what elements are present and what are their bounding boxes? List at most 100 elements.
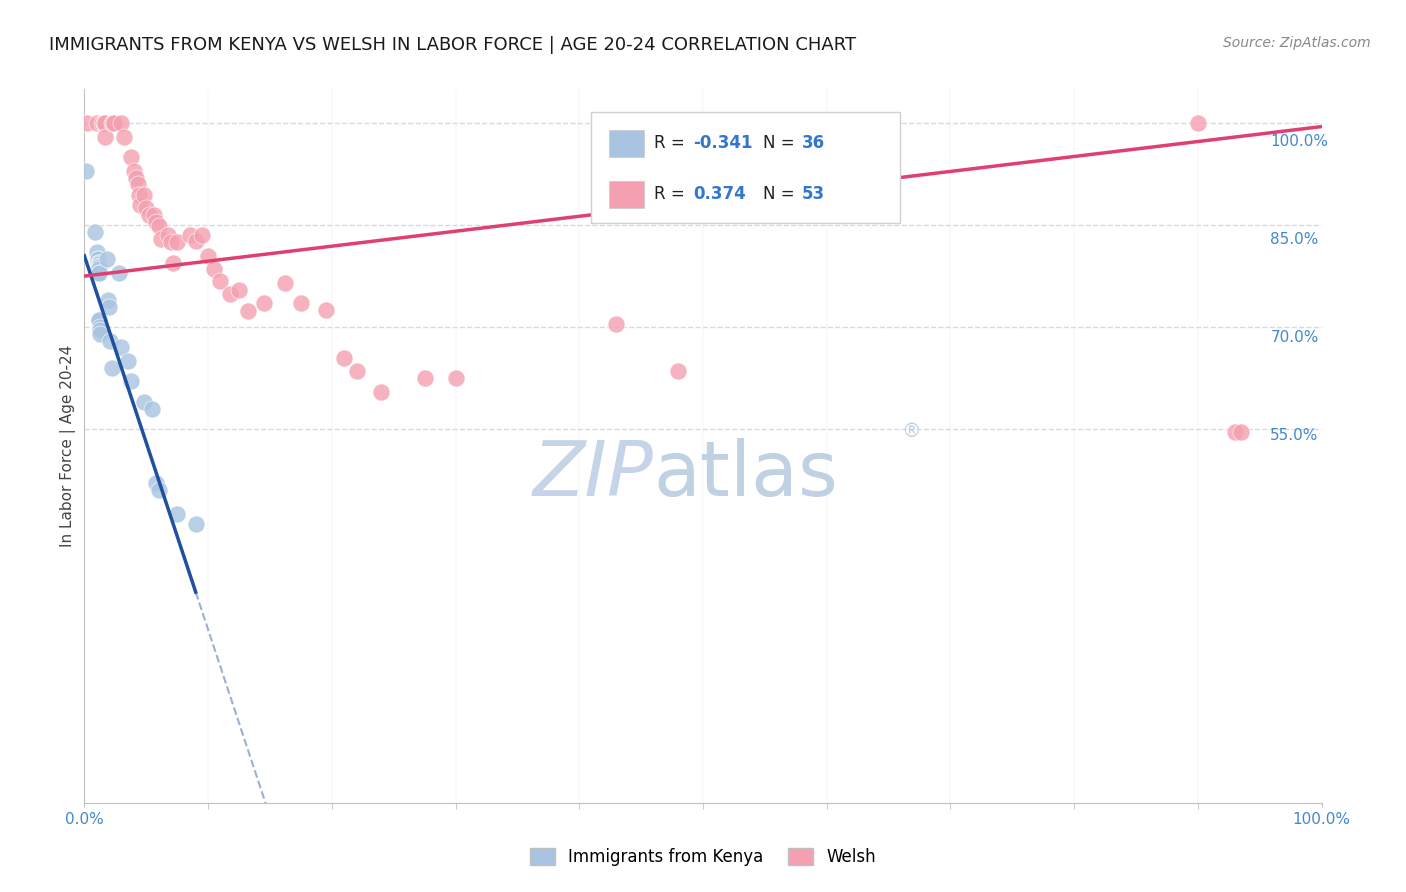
Point bbox=[202, 361, 225, 376]
Point bbox=[177, 277, 200, 291]
Point bbox=[225, 408, 247, 422]
Text: atlas: atlas bbox=[678, 441, 862, 515]
Legend: Immigrants from Kenya, Welsh: Immigrants from Kenya, Welsh bbox=[541, 830, 900, 861]
Point bbox=[212, 202, 235, 216]
Point bbox=[190, 133, 212, 147]
Point bbox=[186, 310, 209, 324]
Point bbox=[1144, 133, 1167, 147]
Point bbox=[179, 335, 201, 350]
Point bbox=[231, 486, 253, 500]
Point bbox=[228, 479, 250, 493]
Point bbox=[426, 391, 449, 405]
Point bbox=[239, 241, 262, 255]
Point bbox=[342, 286, 364, 301]
Point bbox=[240, 247, 263, 261]
Point bbox=[176, 257, 198, 271]
Point bbox=[174, 237, 197, 252]
Point bbox=[269, 241, 291, 255]
Point bbox=[177, 322, 200, 336]
Point bbox=[177, 277, 200, 291]
Point bbox=[492, 378, 515, 392]
Point bbox=[377, 312, 399, 326]
Text: R =: R = bbox=[654, 186, 690, 203]
Point bbox=[246, 508, 269, 523]
Point bbox=[633, 326, 655, 340]
Point bbox=[208, 178, 231, 193]
Text: IMMIGRANTS FROM KENYA VS WELSH IN LABOR FORCE | AGE 20-24 CORRELATION CHART: IMMIGRANTS FROM KENYA VS WELSH IN LABOR … bbox=[49, 36, 856, 54]
Point bbox=[181, 133, 204, 147]
Point bbox=[1184, 430, 1206, 444]
Point bbox=[263, 518, 285, 533]
Point bbox=[166, 178, 188, 193]
Point bbox=[177, 263, 200, 277]
Point bbox=[176, 133, 198, 147]
Point bbox=[179, 329, 201, 343]
Point bbox=[246, 247, 269, 261]
Text: N =: N = bbox=[763, 134, 800, 153]
Point bbox=[186, 302, 208, 317]
Text: Source: ZipAtlas.com: Source: ZipAtlas.com bbox=[1223, 36, 1371, 50]
Text: ZIP: ZIP bbox=[557, 441, 678, 515]
Y-axis label: In Labor Force | Age 20-24: In Labor Force | Age 20-24 bbox=[60, 350, 76, 551]
Point bbox=[188, 133, 211, 147]
Point bbox=[464, 378, 486, 392]
Point bbox=[221, 221, 243, 235]
Point bbox=[177, 322, 200, 336]
Point bbox=[177, 270, 200, 285]
Point bbox=[181, 133, 204, 147]
Point bbox=[217, 202, 239, 216]
Text: 0.374: 0.374 bbox=[693, 186, 747, 203]
Point bbox=[179, 332, 201, 346]
Point bbox=[284, 285, 307, 299]
Point bbox=[257, 241, 280, 255]
Point bbox=[177, 267, 200, 281]
Text: 53: 53 bbox=[801, 186, 824, 203]
Point bbox=[205, 381, 228, 395]
Point bbox=[219, 214, 242, 228]
Text: N =: N = bbox=[763, 186, 800, 203]
Point bbox=[228, 227, 250, 242]
Point bbox=[195, 277, 218, 291]
Point bbox=[181, 133, 204, 147]
Point bbox=[292, 297, 315, 311]
Point bbox=[405, 371, 427, 385]
Point bbox=[184, 263, 207, 277]
Point bbox=[197, 133, 219, 147]
Point bbox=[214, 211, 236, 226]
Text: 36: 36 bbox=[801, 134, 824, 153]
Point bbox=[322, 306, 344, 320]
Point bbox=[301, 293, 323, 307]
Point bbox=[231, 232, 253, 246]
Point bbox=[308, 313, 330, 327]
Point bbox=[191, 133, 214, 147]
Point bbox=[177, 271, 200, 285]
Point bbox=[177, 273, 200, 287]
Point bbox=[394, 359, 416, 373]
Point bbox=[688, 371, 710, 385]
Point bbox=[180, 133, 202, 147]
Point bbox=[177, 263, 200, 277]
Point bbox=[278, 273, 301, 287]
Point bbox=[188, 368, 211, 383]
Text: R =: R = bbox=[654, 134, 690, 153]
Point bbox=[225, 221, 247, 235]
Point bbox=[187, 342, 209, 356]
Point bbox=[200, 145, 222, 160]
Point bbox=[177, 270, 200, 285]
Point bbox=[274, 260, 297, 275]
Text: -0.341: -0.341 bbox=[693, 134, 752, 153]
Point bbox=[205, 165, 228, 179]
Point bbox=[232, 244, 254, 258]
Point bbox=[263, 246, 285, 260]
Point bbox=[243, 267, 266, 281]
Point bbox=[211, 185, 233, 199]
Point bbox=[217, 401, 239, 415]
Point bbox=[177, 268, 200, 282]
Point bbox=[1178, 430, 1201, 444]
Text: ®: ® bbox=[896, 427, 914, 446]
Point bbox=[177, 273, 200, 287]
Point bbox=[183, 133, 205, 147]
Point bbox=[211, 192, 233, 206]
Point bbox=[177, 277, 200, 291]
Point bbox=[356, 306, 378, 320]
